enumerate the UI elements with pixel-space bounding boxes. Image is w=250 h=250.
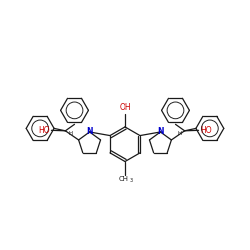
Text: H: H (177, 131, 182, 136)
Text: HO: HO (38, 126, 50, 135)
Text: OH: OH (119, 103, 131, 112)
Text: HO: HO (200, 126, 211, 135)
Text: N: N (157, 128, 164, 136)
Text: N: N (86, 128, 93, 136)
Text: H: H (68, 131, 73, 136)
Text: CH: CH (119, 176, 129, 182)
Text: 3: 3 (130, 178, 133, 183)
